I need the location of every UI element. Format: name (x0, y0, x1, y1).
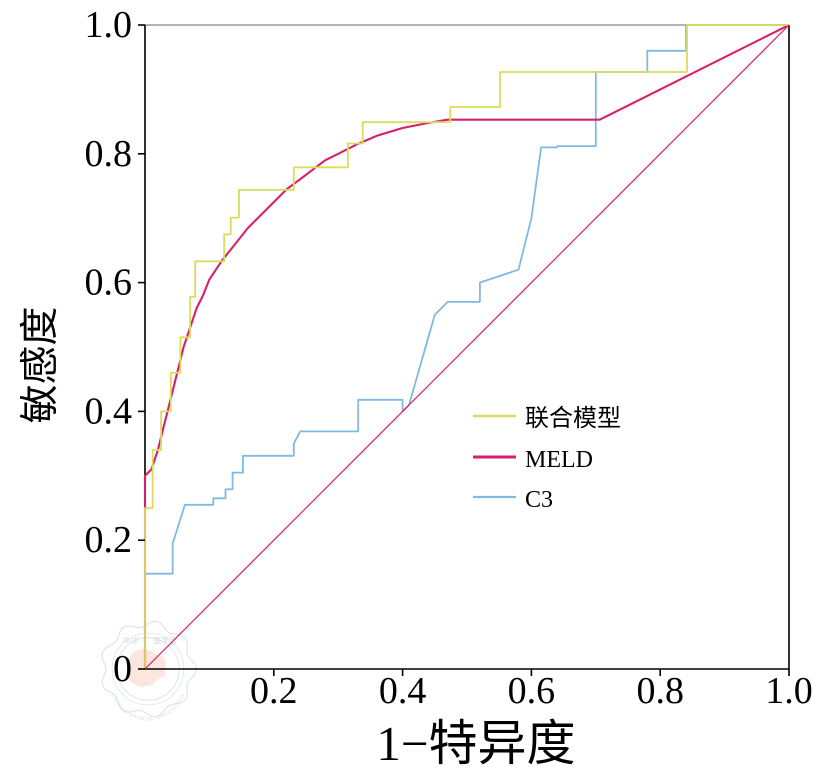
svg-text:0.6: 0.6 (85, 262, 133, 304)
svg-text:1915: 1915 (143, 682, 154, 688)
svg-text:0.4: 0.4 (379, 670, 427, 712)
svg-text:0.8: 0.8 (636, 670, 684, 712)
svg-text:0.6: 0.6 (508, 670, 556, 712)
svg-text:0.4: 0.4 (85, 390, 133, 432)
svg-text:1.0: 1.0 (85, 4, 133, 46)
svg-text:1−特异度: 1−特异度 (376, 716, 575, 770)
svg-text:CHINESE MEDICAL ASSOCIATION: CHINESE MEDICAL ASSOCIATION (109, 693, 187, 723)
svg-text:联合模型: 联合模型 (525, 405, 621, 432)
svg-text:C3: C3 (525, 487, 553, 513)
svg-text:MELD: MELD (525, 447, 593, 473)
svg-text:0: 0 (113, 648, 132, 690)
svg-text:敏感度: 敏感度 (19, 306, 62, 423)
svg-text:0.8: 0.8 (85, 133, 133, 175)
svg-text:1.0: 1.0 (765, 670, 813, 712)
svg-text:中华: 中华 (123, 635, 139, 645)
svg-text:0.2: 0.2 (250, 670, 298, 712)
svg-text:0.2: 0.2 (85, 519, 133, 561)
